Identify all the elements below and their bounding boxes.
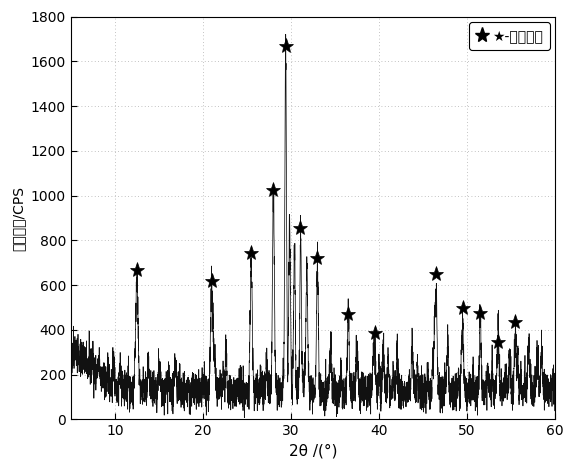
Y-axis label: 衍射强度/CPS: 衍射强度/CPS: [11, 186, 25, 251]
X-axis label: 2θ /(°): 2θ /(°): [289, 444, 337, 459]
Legend: ★-硬硅馒石: ★-硬硅馒石: [469, 22, 550, 50]
